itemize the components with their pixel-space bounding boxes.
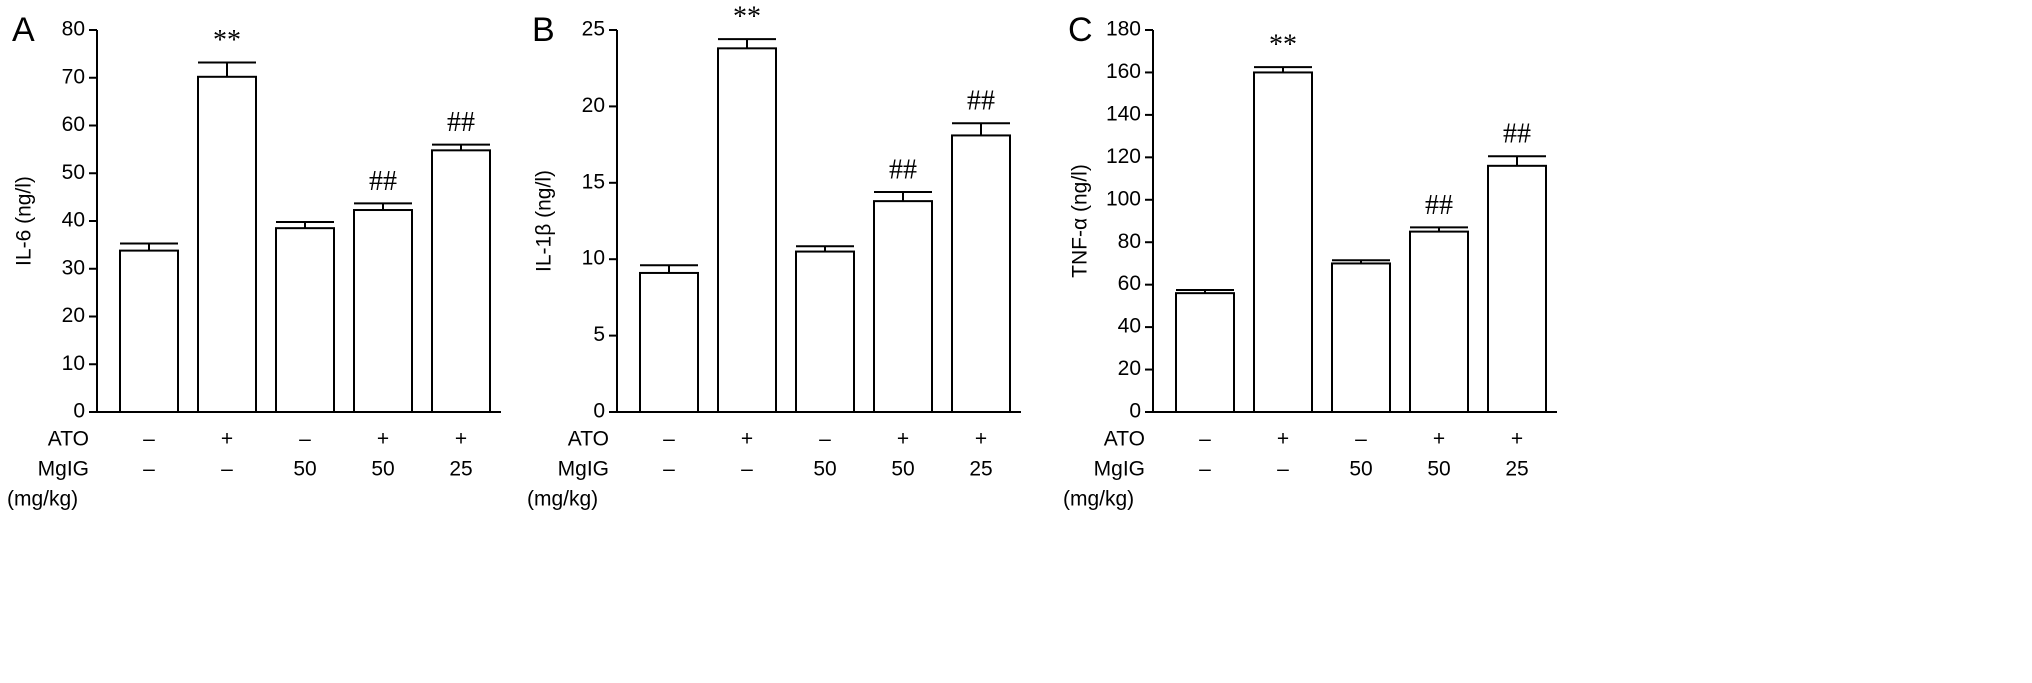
bar [639, 271, 699, 413]
row-label: 50 [371, 458, 394, 481]
y-tick-label: 0 [73, 400, 85, 423]
annotation: ## [1503, 119, 1531, 150]
row-label: – [221, 458, 233, 481]
row-label: + [221, 428, 233, 451]
row-note: (mg/kg) [7, 488, 78, 511]
bar [275, 227, 335, 413]
row-name: ATO [1104, 428, 1145, 451]
bar [1331, 262, 1391, 414]
y-tick-label: 0 [1129, 400, 1141, 423]
annotation: ## [889, 154, 917, 185]
annotation: ## [447, 107, 475, 138]
y-axis-label: IL-1β (ng/l) [533, 170, 556, 272]
bar [873, 200, 933, 413]
row-label: – [143, 428, 155, 451]
y-tick-label: 0 [593, 400, 605, 423]
bar [353, 209, 413, 413]
row-label: + [455, 428, 467, 451]
y-tick-label: 60 [1118, 272, 1141, 295]
y-tick-label: 180 [1106, 18, 1141, 41]
y-tick-label: 20 [1118, 357, 1141, 380]
row-name: MgIG [558, 458, 609, 481]
y-tick-label: 15 [582, 170, 605, 193]
row-label: + [975, 428, 987, 451]
row-label: 50 [293, 458, 316, 481]
row-label: – [299, 428, 311, 451]
bar [119, 249, 179, 413]
y-tick-label: 10 [62, 352, 85, 375]
annotation: ** [1269, 30, 1297, 61]
row-note: (mg/kg) [1063, 488, 1134, 511]
y-tick-label: 10 [582, 247, 605, 270]
row-name: ATO [568, 428, 609, 451]
bar [1487, 164, 1547, 413]
row-label: + [377, 428, 389, 451]
row-label: 50 [1427, 458, 1450, 481]
y-tick-label: 160 [1106, 60, 1141, 83]
bar [431, 149, 491, 414]
y-tick-label: 70 [62, 65, 85, 88]
row-name: MgIG [38, 458, 89, 481]
row-label: 50 [1349, 458, 1372, 481]
y-tick-label: 140 [1106, 102, 1141, 125]
row-label: – [663, 458, 675, 481]
row-label: + [1511, 428, 1523, 451]
y-tick-label: 20 [62, 304, 85, 327]
bar [1253, 71, 1313, 413]
bar [717, 47, 777, 413]
row-label: – [741, 458, 753, 481]
row-label: – [1199, 458, 1211, 481]
annotation: ## [1425, 190, 1453, 221]
row-label: – [663, 428, 675, 451]
bar [197, 75, 257, 413]
row-label: + [1433, 428, 1445, 451]
bar [795, 250, 855, 413]
row-label: 50 [891, 458, 914, 481]
y-tick-label: 120 [1106, 145, 1141, 168]
y-tick-label: 40 [1118, 315, 1141, 338]
y-tick-label: 40 [62, 209, 85, 232]
row-label: + [1277, 428, 1289, 451]
row-label: – [1355, 428, 1367, 451]
bar [1409, 230, 1469, 413]
row-label: – [1199, 428, 1211, 451]
y-tick-label: 20 [582, 94, 605, 117]
y-axis-label: TNF-α (ng/l) [1069, 164, 1092, 278]
row-name: MgIG [1094, 458, 1145, 481]
y-axis-label: IL-6 (ng/l) [13, 176, 36, 266]
row-label: 25 [1505, 458, 1528, 481]
row-note: (mg/kg) [527, 488, 598, 511]
y-tick-label: 60 [62, 113, 85, 136]
row-label: + [741, 428, 753, 451]
panel-label: B [532, 11, 555, 49]
row-name: ATO [48, 428, 89, 451]
y-tick-label: 50 [62, 161, 85, 184]
panel-label: C [1068, 11, 1093, 49]
panel-label: A [12, 11, 35, 49]
annotation: ** [733, 2, 761, 33]
annotation: ** [213, 25, 241, 56]
y-tick-label: 80 [1118, 230, 1141, 253]
y-tick-label: 5 [593, 323, 605, 346]
y-tick-label: 80 [62, 18, 85, 41]
y-tick-label: 25 [582, 18, 605, 41]
bar [951, 134, 1011, 413]
annotation: ## [967, 86, 995, 117]
row-label: + [897, 428, 909, 451]
row-label: – [1277, 458, 1289, 481]
row-label: 25 [969, 458, 992, 481]
bar [1175, 292, 1235, 413]
y-tick-label: 30 [62, 256, 85, 279]
y-tick-label: 100 [1106, 187, 1141, 210]
row-label: 25 [449, 458, 472, 481]
annotation: ## [369, 166, 397, 197]
row-label: 50 [813, 458, 836, 481]
row-label: – [819, 428, 831, 451]
row-label: – [143, 458, 155, 481]
